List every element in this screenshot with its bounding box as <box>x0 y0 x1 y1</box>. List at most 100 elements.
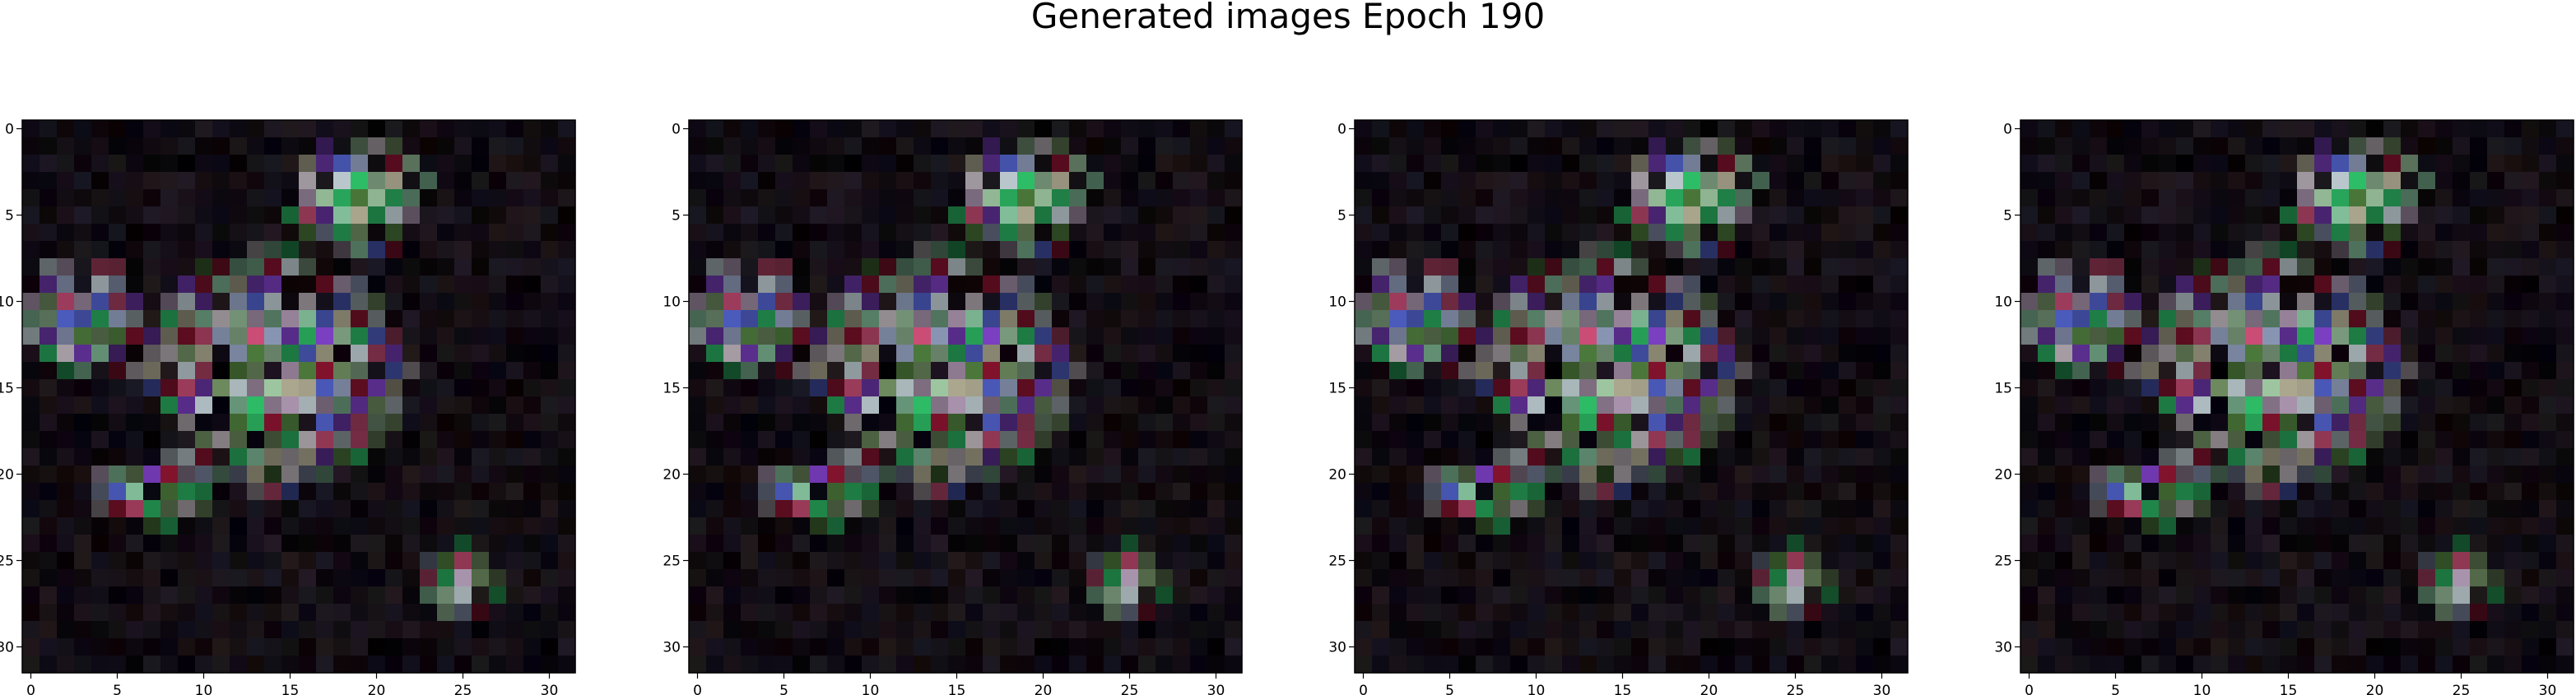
pixel-cell <box>2193 310 2211 328</box>
pixel-cell <box>2090 120 2108 138</box>
pixel-cell <box>2038 379 2056 397</box>
pixel-cell <box>2107 258 2125 276</box>
pixel-cell <box>126 535 144 553</box>
pixel-cell <box>2280 276 2298 294</box>
pixel-cell <box>758 155 776 173</box>
pixel-cell <box>281 362 300 380</box>
pixel-cell <box>2504 466 2523 484</box>
pixel-cell <box>2487 500 2505 518</box>
pixel-cell <box>2297 172 2315 190</box>
pixel-cell <box>879 604 897 622</box>
pixel-cell <box>775 172 793 190</box>
pixel-cell <box>316 206 334 225</box>
pixel-cell <box>1389 362 1407 380</box>
pixel-cell <box>914 120 932 138</box>
pixel-cell <box>775 155 793 173</box>
pixel-cell <box>1614 500 1632 518</box>
pixel-cell <box>506 206 524 225</box>
pixel-cell <box>2090 448 2108 466</box>
pixel-cell <box>333 345 351 363</box>
pixel-cell <box>1804 379 1822 397</box>
pixel-cell <box>1545 224 1563 242</box>
pixel-cell <box>2159 500 2177 518</box>
pixel-cell <box>1069 206 1087 225</box>
pixel-cell <box>948 656 966 674</box>
pixel-cell <box>1138 345 1156 363</box>
pixel-cell <box>1545 120 1563 138</box>
pixel-cell <box>758 362 776 380</box>
pixel-cell <box>879 327 897 345</box>
pixel-cell <box>1579 500 1597 518</box>
pixel-cell <box>143 379 161 397</box>
pixel-cell <box>1631 483 1649 501</box>
pixel-cell <box>1527 500 1546 518</box>
pixel-cell <box>1718 120 1736 138</box>
pixel-cell <box>2090 172 2108 190</box>
pixel-cell <box>1735 535 1753 553</box>
pixel-cell <box>1648 535 1667 553</box>
pixel-cell <box>489 293 507 311</box>
pixel-cell <box>2159 120 2177 138</box>
pixel-cell <box>2539 448 2557 466</box>
pixel-cell <box>1207 120 1225 138</box>
pixel-cell <box>2453 569 2471 587</box>
pixel-cell <box>2090 638 2108 656</box>
pixel-cell <box>523 310 542 328</box>
pixel-cell <box>212 638 230 656</box>
pixel-cell <box>2539 535 2557 553</box>
pixel-cell <box>1052 345 1070 363</box>
pixel-cell <box>2020 396 2039 415</box>
pixel-cell <box>195 604 213 622</box>
pixel-cell <box>2504 155 2523 173</box>
pixel-cell <box>2556 621 2574 639</box>
pixel-cell <box>1856 379 1874 397</box>
pixel-cell <box>965 155 983 173</box>
pixel-cell <box>247 172 265 190</box>
pixel-cell <box>178 155 196 173</box>
pixel-cell <box>1389 293 1407 311</box>
pixel-cell <box>1804 483 1822 501</box>
pixel-cell <box>862 535 880 553</box>
pixel-cell <box>2072 172 2090 190</box>
pixel-cell <box>1648 224 1667 242</box>
pixel-cell <box>1052 327 1070 345</box>
pixel-cell <box>2522 569 2540 587</box>
pixel-cell <box>2020 569 2039 587</box>
pixel-cell <box>1017 448 1035 466</box>
pixel-cell <box>1804 120 1822 138</box>
pixel-cell <box>2090 414 2108 432</box>
pixel-cell <box>1052 604 1070 622</box>
pixel-cell <box>1155 448 1174 466</box>
pixel-cell <box>109 120 127 138</box>
pixel-cell <box>1052 224 1070 242</box>
pixel-cell <box>2245 569 2263 587</box>
pixel-cell <box>281 206 300 225</box>
pixel-cell <box>1769 414 1788 432</box>
pixel-cell <box>2314 483 2332 501</box>
pixel-cell <box>2072 431 2090 449</box>
pixel-cell <box>1052 120 1070 138</box>
pixel-cell <box>862 621 880 639</box>
pixel-cell <box>1700 345 1718 363</box>
pixel-cell <box>1017 552 1035 570</box>
pixel-cell <box>1017 293 1035 311</box>
pixel-cell <box>827 466 845 484</box>
pixel-cell <box>2020 241 2039 259</box>
pixel-cell <box>2228 379 2246 397</box>
pixel-cell <box>2193 431 2211 449</box>
pixel-cell <box>706 656 724 674</box>
pixel-cell <box>472 189 490 207</box>
pixel-cell <box>1476 638 1494 656</box>
pixel-cell <box>1138 535 1156 553</box>
pixel-cell <box>1389 586 1407 605</box>
pixel-cell <box>2383 638 2402 656</box>
pixel-cell <box>281 656 300 674</box>
pixel-cell <box>1873 189 1891 207</box>
pixel-cell <box>1355 310 1373 328</box>
pixel-cell <box>1493 137 1511 155</box>
pixel-cell <box>264 621 282 639</box>
pixel-cell <box>1493 293 1511 311</box>
pixel-cell <box>212 656 230 674</box>
pixel-cell <box>1190 293 1208 311</box>
